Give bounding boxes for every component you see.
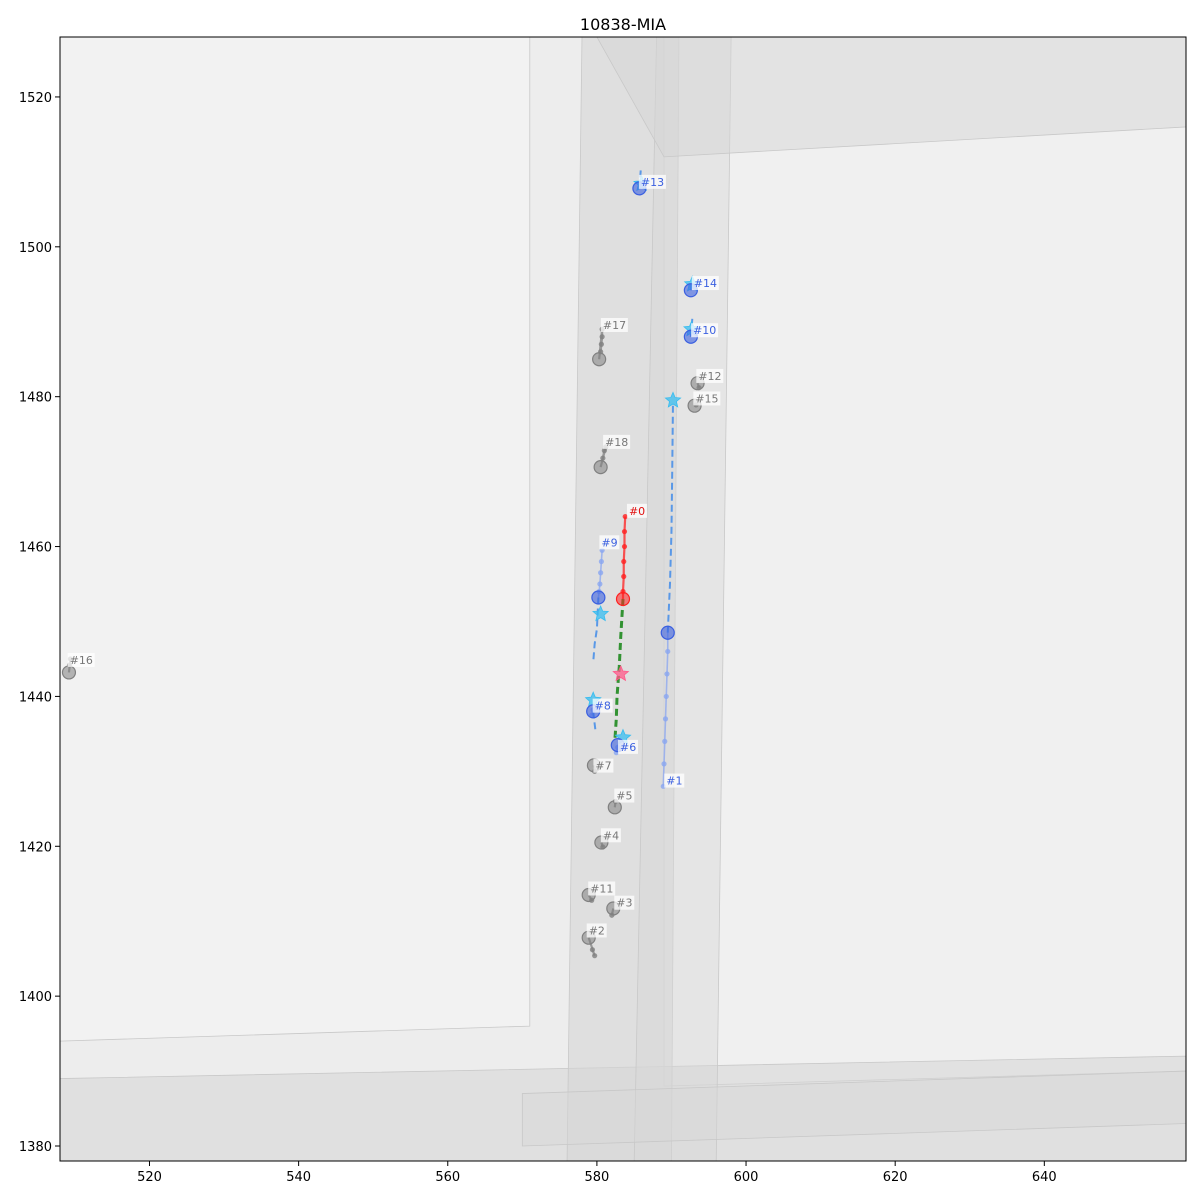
- history-point: [598, 341, 604, 347]
- agent-current-position: [61, 665, 77, 680]
- agent-label-box: [614, 895, 635, 910]
- history-point: [662, 716, 669, 722]
- history-point: [600, 455, 606, 461]
- y-tick-label: 1480: [19, 391, 52, 406]
- agent-label: #13: [641, 176, 664, 189]
- y-tick-label: 1500: [19, 241, 52, 256]
- agent-history-path: [662, 632, 669, 787]
- agent-label: #5: [616, 790, 632, 803]
- history-point: [663, 693, 669, 700]
- agent-current-position: [593, 460, 608, 475]
- history-point: [621, 543, 628, 550]
- agent-label-box: [664, 773, 685, 788]
- agent-label: #12: [698, 370, 721, 383]
- agent-current-position: [615, 591, 631, 607]
- x-tick-label: 600: [734, 1170, 759, 1185]
- x-axis: 520 540 560 580 600 620 640: [137, 1161, 1057, 1185]
- y-tick-label: 1460: [19, 541, 52, 556]
- agent-label: #10: [693, 324, 716, 337]
- y-tick-label: 1420: [19, 840, 52, 855]
- agent-label: #2: [589, 924, 605, 937]
- agent-label: #18: [605, 436, 628, 449]
- y-axis: 1380 1400 1420 1440 1460 1480 1500 1520: [19, 91, 60, 1155]
- agent-label-box: [603, 434, 631, 449]
- history-point: [621, 573, 627, 580]
- agent-label-box: [586, 923, 607, 938]
- agent-future-path: [613, 598, 625, 742]
- y-tick-label: 1440: [19, 690, 52, 705]
- agent-label: #1: [666, 775, 682, 788]
- agent-label-box: [693, 391, 721, 406]
- agent-label: #15: [695, 392, 718, 405]
- road-area: [60, 37, 531, 1042]
- agent-label-box: [691, 323, 719, 338]
- agent-future-path: [666, 404, 674, 633]
- agent-label: #14: [694, 277, 717, 290]
- y-tick-label: 1380: [19, 1140, 52, 1155]
- agent-goal-star: [592, 604, 610, 622]
- history-point: [621, 528, 628, 535]
- agent-label: #17: [603, 319, 626, 332]
- history-point: [662, 738, 668, 744]
- x-tick-label: 580: [584, 1170, 609, 1185]
- road-network: [60, 37, 1186, 1161]
- x-tick-label: 620: [883, 1170, 908, 1185]
- agent-label-box: [600, 317, 628, 332]
- road-area: [521, 1070, 1186, 1147]
- agent-current-position: [607, 800, 622, 815]
- agent-label: #16: [70, 654, 93, 667]
- history-point: [598, 570, 604, 576]
- agent-label-box: [614, 788, 635, 803]
- history-point: [589, 947, 596, 953]
- history-point: [622, 513, 628, 520]
- agent-label-box: [599, 535, 620, 550]
- y-tick-label: 1400: [19, 990, 52, 1005]
- history-point: [664, 671, 670, 677]
- agent-label-box: [618, 739, 639, 754]
- agent-label: #8: [595, 700, 611, 713]
- chart-title: 10838-MIA: [580, 15, 666, 34]
- plot-area: #0 #1 #6 #8 #9 #10 #13 #14 #2 #3 #4 #5 #7 #11 #12 #15 #1…: [60, 37, 1186, 1161]
- agent-label: #9: [601, 536, 617, 549]
- x-tick-label: 540: [286, 1170, 311, 1185]
- agent-current-position: [591, 590, 606, 605]
- agent-label: #3: [616, 897, 632, 910]
- history-point: [661, 761, 667, 767]
- agent-label-box: [593, 758, 614, 773]
- road-area: [663, 37, 1186, 1087]
- history-point: [597, 581, 603, 587]
- plot-frame: [59, 36, 1187, 1162]
- x-tick-label: 640: [1032, 1170, 1057, 1185]
- agent-label-box: [67, 652, 95, 667]
- y-tick-label: 1520: [19, 91, 52, 106]
- history-point: [621, 558, 627, 565]
- agent-label: #4: [603, 829, 619, 842]
- agent-label-box: [626, 503, 647, 518]
- x-tick-label: 520: [137, 1170, 162, 1185]
- x-tick-label: 560: [435, 1170, 460, 1185]
- history-point: [598, 558, 604, 565]
- history-point: [599, 334, 605, 340]
- road-area: [633, 37, 732, 1161]
- agent-label-box: [696, 368, 724, 383]
- agent-goal-star: [612, 664, 630, 682]
- agent-label: #7: [595, 760, 611, 773]
- agent-label: #11: [590, 882, 613, 895]
- agent-label: #6: [620, 741, 636, 754]
- road-area: [596, 37, 1186, 158]
- agent-current-position: [660, 625, 675, 640]
- agent-labels-layer: #0 #1 #6 #8 #9 #10 #13 #14 #2 #3 #4 #5 #7 #11 #12 #15 #1…: [67, 174, 724, 938]
- agent-label-box: [638, 174, 666, 189]
- agent-label-box: [592, 698, 613, 713]
- history-point: [665, 648, 671, 655]
- agent-label-box: [691, 276, 719, 291]
- agent-label: #0: [629, 505, 645, 518]
- agent-goal-star: [664, 391, 682, 408]
- agent-label-box: [600, 828, 621, 843]
- agent-current-position: [592, 352, 607, 367]
- history-point: [592, 953, 598, 959]
- agent-label-box: [588, 881, 616, 896]
